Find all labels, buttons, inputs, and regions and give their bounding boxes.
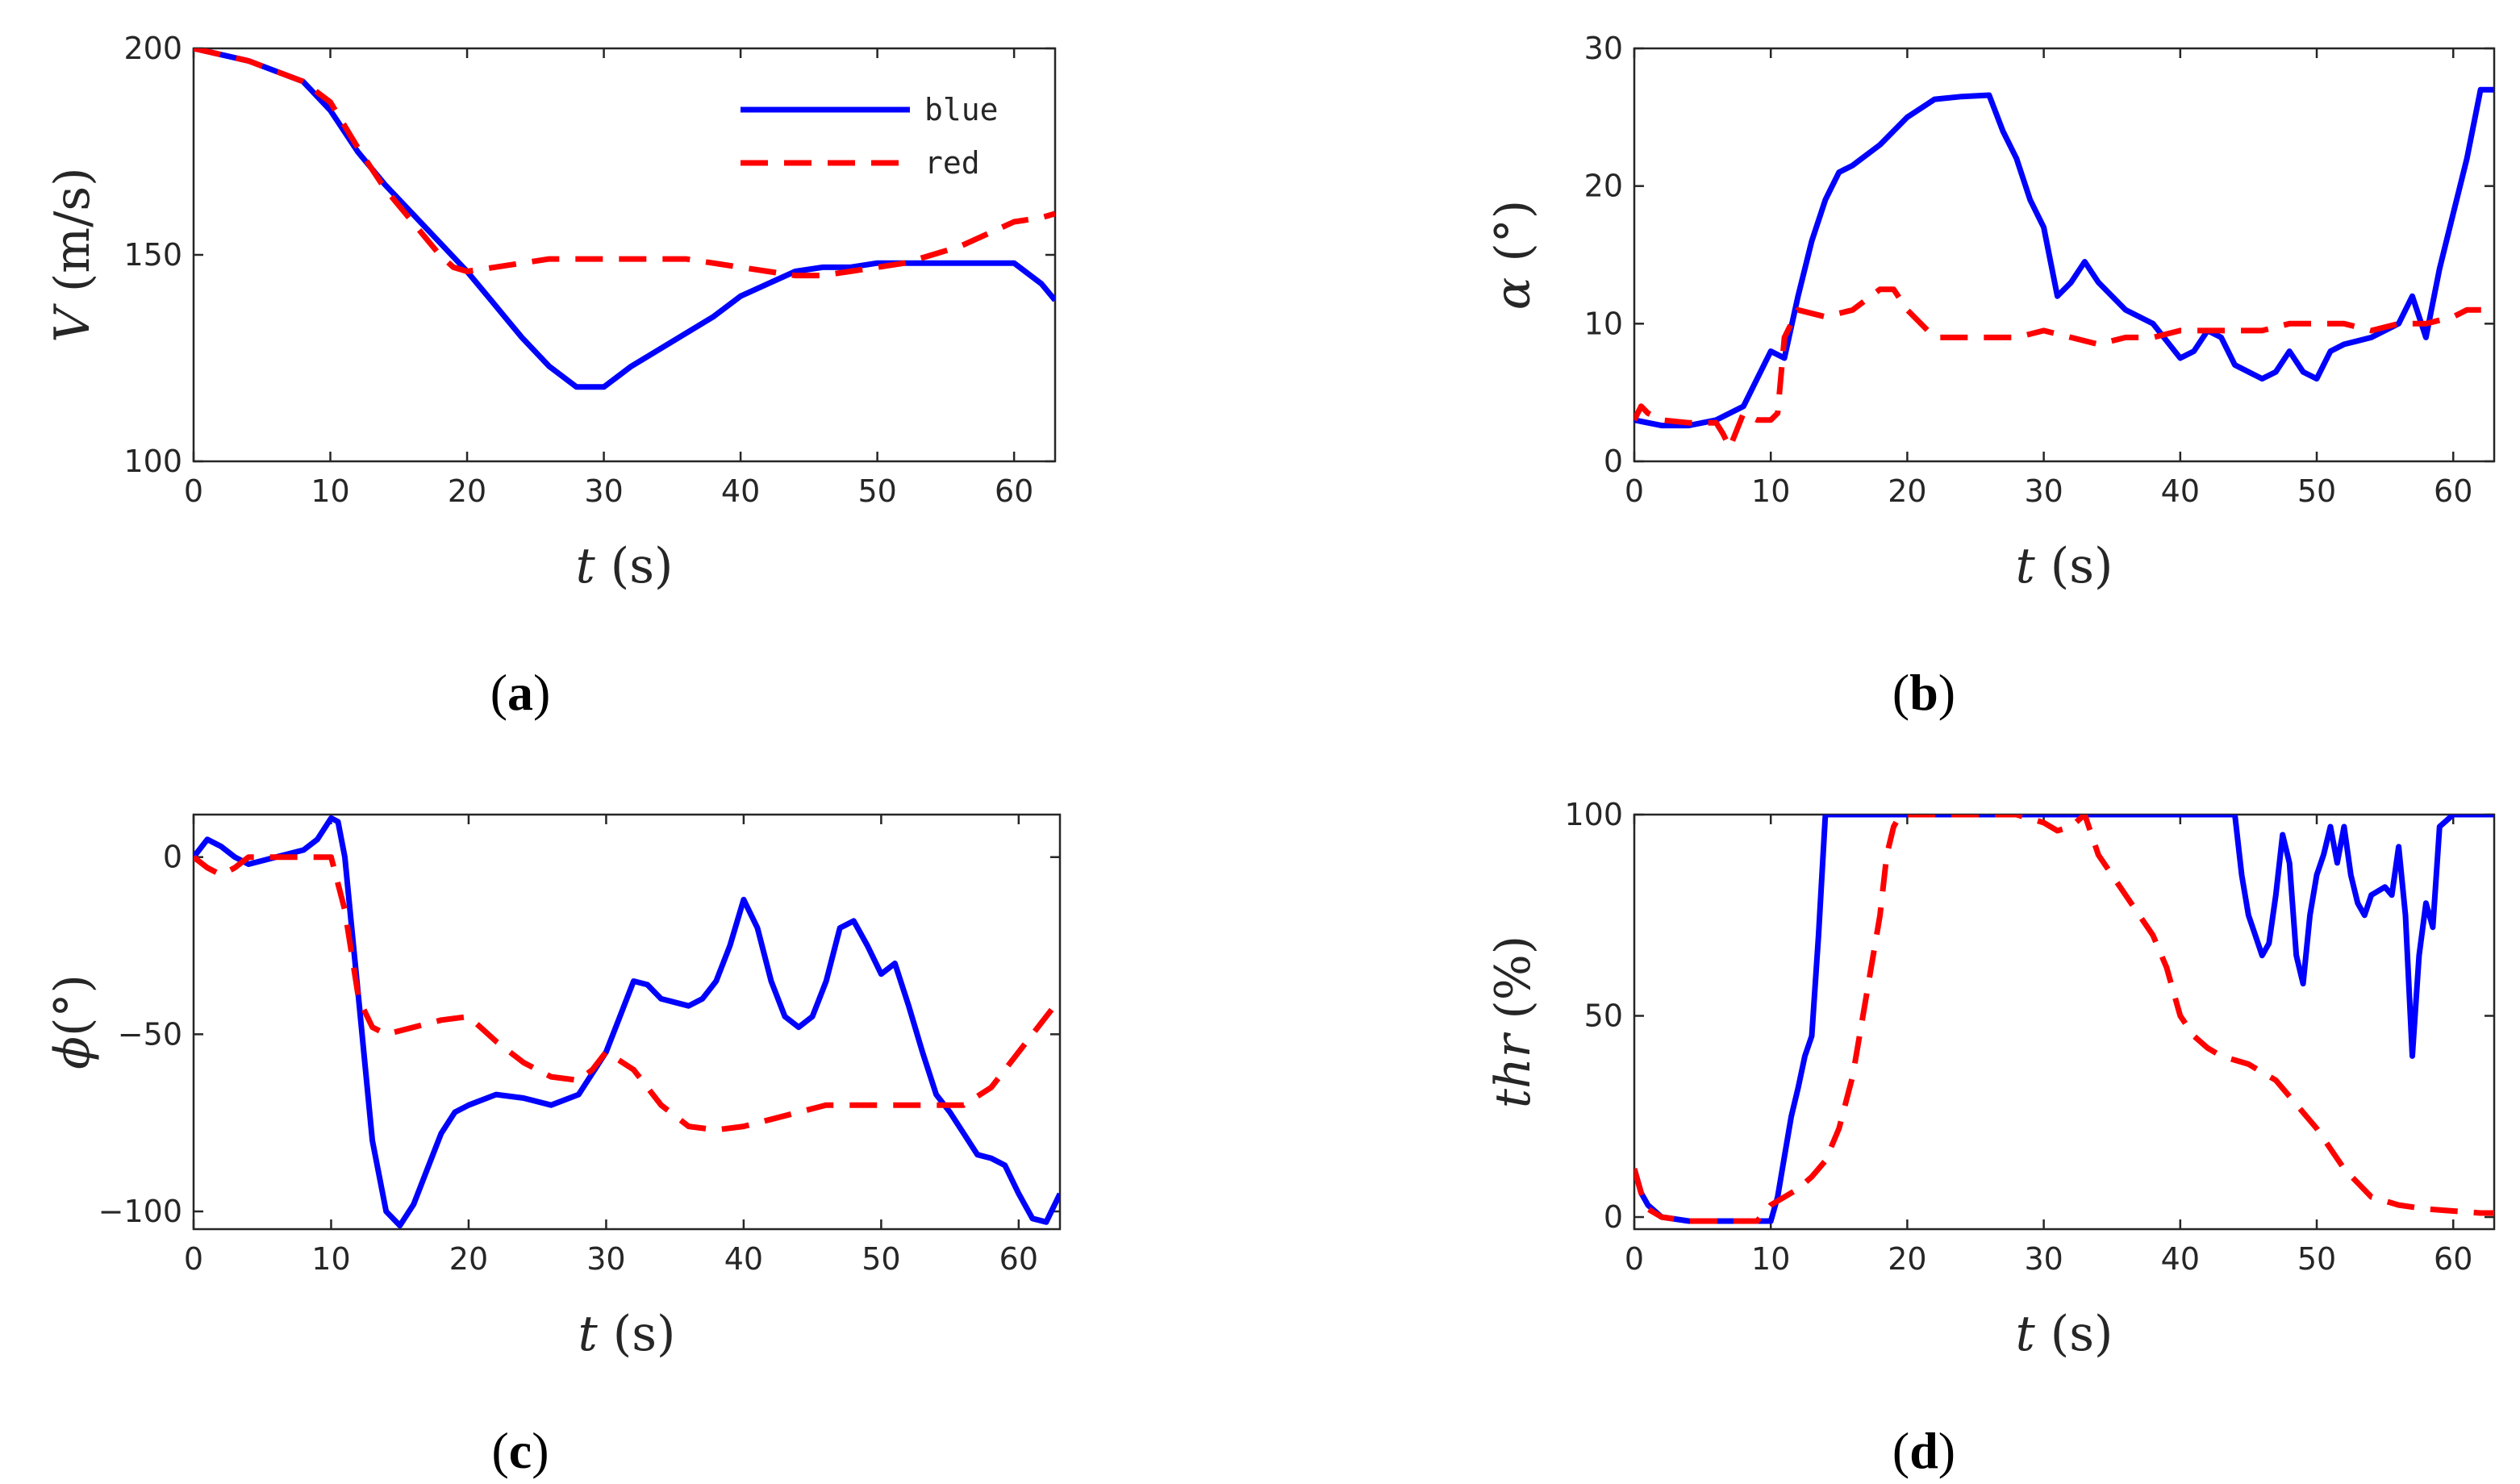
x-tick-label: 0: [1625, 1241, 1644, 1277]
x-tick-label: 30: [586, 1241, 625, 1277]
y-axis-symbol: thr: [1485, 1032, 1542, 1108]
y-tick-label: 30: [1584, 31, 1623, 66]
x-tick-label: 60: [2434, 473, 2472, 509]
x-tick-label: 0: [184, 1241, 203, 1277]
y-tick-label: 50: [1584, 998, 1623, 1034]
y-tick-label: 10: [1584, 306, 1623, 341]
x-tick-label: 20: [1888, 473, 1926, 509]
series-line-red: [1634, 286, 2494, 451]
y-tick-label: 0: [1604, 1199, 1623, 1235]
x-tick-label: 60: [2434, 1241, 2472, 1277]
y-tick-label: 0: [1604, 444, 1623, 479]
series-line-red: [1634, 815, 2494, 1224]
x-tick-label: 20: [1888, 1241, 1926, 1277]
subfigure-caption: (a): [490, 664, 551, 721]
x-tick-label: 40: [724, 1241, 763, 1277]
x-axis-symbol: t: [2016, 538, 2036, 594]
y-axis-unit: (m/s): [44, 167, 101, 307]
y-axis-label: α (°): [1485, 200, 1542, 310]
x-axis-unit: (s): [2035, 538, 2113, 594]
y-axis-unit: (°): [1485, 200, 1542, 277]
y-axis-unit: (%): [1485, 936, 1542, 1035]
x-tick-label: 60: [995, 473, 1033, 509]
x-tick-label: 50: [857, 473, 896, 509]
y-tick-label: −100: [98, 1194, 182, 1229]
chart-panel-1: 0 10 20 30 40 50 60 100 150 200 t (s) V (m/s) blue re…: [44, 31, 1057, 721]
subfigure-caption: (d): [1892, 1422, 1955, 1479]
plot-frame: [192, 813, 1062, 1231]
x-tick-label: 40: [721, 473, 760, 509]
y-axis-unit: (°): [44, 974, 101, 1036]
x-tick-label: 50: [2297, 1241, 2336, 1277]
chart-panel-4: 0 10 20 30 40 50 60 0 50 100 t (s) thr (%) (d): [1485, 797, 2496, 1479]
x-axis-unit: (s): [595, 538, 674, 594]
series-line-blue: [194, 815, 1060, 1229]
x-tick-label: 60: [999, 1241, 1038, 1277]
x-tick-label: 10: [311, 473, 349, 509]
y-axis-symbol: V: [44, 303, 101, 343]
x-tick-label: 0: [184, 473, 203, 509]
y-tick-label: 20: [1584, 169, 1623, 204]
x-tick-label: 30: [584, 473, 623, 509]
x-tick-label: 10: [1751, 1241, 1790, 1277]
x-axis-symbol: t: [2016, 1306, 2036, 1362]
y-tick-label: 200: [123, 31, 182, 66]
series-line-blue: [194, 48, 1055, 390]
series-line-red: [194, 48, 1055, 279]
chart-panel-3: 0 10 20 30 40 50 60 −100 −50 0 t (s) ϕ(°) (c): [44, 813, 1062, 1479]
y-axis-symbol: α: [1485, 277, 1542, 311]
subfigure-caption: (b): [1892, 664, 1955, 721]
x-tick-label: 50: [862, 1241, 900, 1277]
y-axis-label: V (m/s): [44, 167, 101, 342]
x-tick-label: 40: [2161, 1241, 2200, 1277]
x-axis-symbol: t: [576, 538, 596, 594]
y-tick-label: 100: [1564, 797, 1623, 832]
y-tick-label: 0: [163, 840, 182, 875]
y-tick-label: 100: [123, 444, 182, 479]
legend: blue red: [741, 92, 999, 181]
x-axis-label: t (s): [576, 538, 674, 594]
subfigure-caption: (c): [491, 1422, 549, 1479]
x-tick-label: 50: [2297, 473, 2336, 509]
x-tick-label: 20: [448, 473, 486, 509]
x-tick-label: 30: [2024, 473, 2063, 509]
x-tick-label: 20: [449, 1241, 488, 1277]
x-tick-label: 30: [2024, 1241, 2063, 1277]
x-axis-label: t (s): [578, 1306, 676, 1362]
plot-frame: [1633, 813, 2496, 1231]
plot-frame: [1633, 47, 2496, 463]
legend-label-red: red: [924, 145, 980, 181]
chart-panel-2: 0 10 20 30 40 50 60 0 10 20 30 t (s) α (°) (b): [1485, 31, 2496, 721]
x-tick-label: 10: [1751, 473, 1790, 509]
series-line-blue: [1634, 86, 2494, 429]
x-axis-label: t (s): [2016, 538, 2113, 594]
x-axis-label: t (s): [2016, 1306, 2113, 1362]
x-tick-label: 10: [311, 1241, 350, 1277]
x-tick-label: 40: [2161, 473, 2200, 509]
x-axis-unit: (s): [598, 1306, 676, 1362]
x-axis-symbol: t: [578, 1306, 599, 1362]
x-axis-unit: (s): [2035, 1306, 2113, 1362]
y-tick-label: −50: [118, 1016, 182, 1052]
y-axis-symbol: ϕ: [44, 1036, 101, 1069]
y-axis-label: thr (%): [1485, 936, 1542, 1108]
y-tick-label: 150: [123, 237, 182, 273]
x-tick-label: 0: [1625, 473, 1644, 509]
series-line-red: [194, 854, 1060, 1133]
y-axis-label: ϕ(°): [44, 974, 101, 1069]
legend-label-blue: blue: [924, 92, 999, 127]
